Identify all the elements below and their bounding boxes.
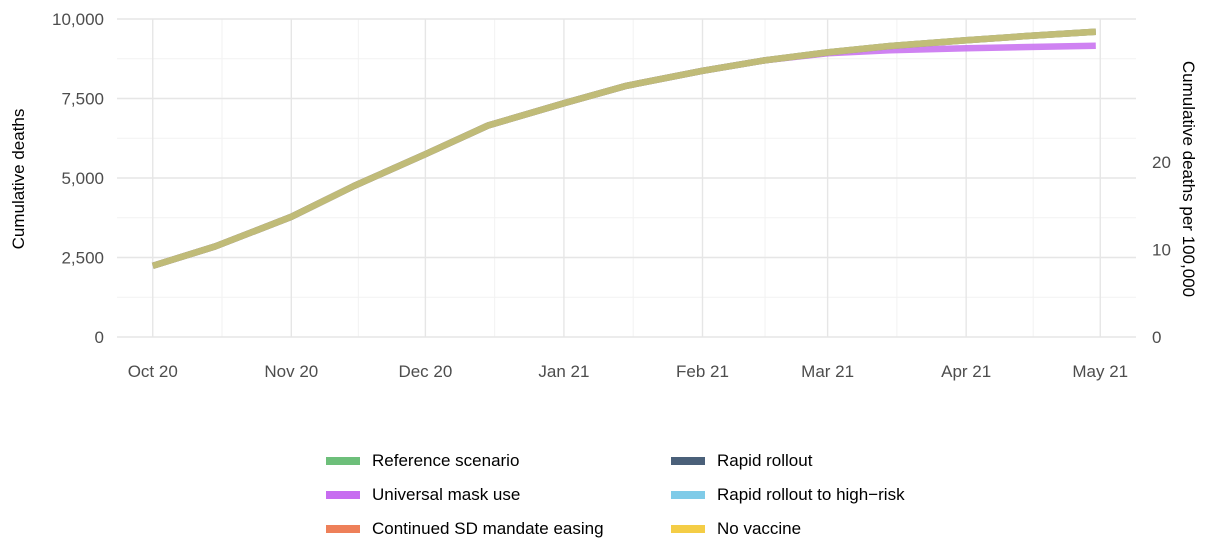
- legend: Reference scenario Universal mask use Cont…: [326, 447, 986, 547]
- legend-swatch: [671, 457, 705, 465]
- x-tick-label: Oct 20: [128, 362, 178, 381]
- x-tick-label: Dec 20: [398, 362, 452, 381]
- secondary-y-axis-title: Cumulative deaths per 100,000: [1179, 61, 1198, 297]
- grid-lines: [117, 18, 1136, 338]
- y2-tick-label: 20: [1152, 153, 1171, 172]
- series-line-5: [151, 28, 1097, 269]
- legend-swatch: [671, 491, 705, 499]
- legend-item: Rapid rollout: [671, 447, 812, 475]
- x-tick-label: Mar 21: [801, 362, 854, 381]
- legend-label: Reference scenario: [372, 451, 520, 470]
- x-tick-label: Feb 21: [676, 362, 729, 381]
- legend-item: No vaccine: [671, 515, 801, 543]
- y2-tick-label: 10: [1152, 240, 1171, 259]
- legend-swatch: [671, 525, 705, 533]
- legend-label: Rapid rollout to high−risk: [717, 485, 905, 504]
- legend-label: No vaccine: [717, 519, 802, 538]
- axis-labels: 0 2,500 5,000 7,500 10,000 0 10 20 Oct 20 Nov 20 D…: [52, 10, 1171, 381]
- x-tick-label: Nov 20: [264, 362, 318, 381]
- y2-tick-label: 0: [1152, 328, 1161, 347]
- y-tick-label: 7,500: [61, 90, 104, 109]
- y-tick-label: 5,000: [61, 169, 104, 188]
- legend-swatch: [326, 491, 360, 499]
- y-axis-title: Cumulative deaths: [9, 109, 28, 250]
- y-tick-label: 2,500: [61, 249, 104, 268]
- legend-label: Universal mask use: [372, 485, 521, 504]
- legend-swatch: [326, 525, 360, 533]
- legend-item: Rapid rollout to high−risk: [671, 481, 905, 509]
- x-tick-label: May 21: [1072, 362, 1128, 381]
- y-tick-label: 10,000: [52, 10, 104, 29]
- legend-label: Rapid rollout: [717, 451, 813, 470]
- legend-item: Universal mask use: [326, 481, 520, 509]
- y-tick-label: 0: [95, 328, 104, 347]
- legend-item: Continued SD mandate easing: [326, 515, 604, 543]
- series-line-4: [151, 28, 1097, 269]
- series-line-3: [151, 28, 1097, 269]
- series-lines: [151, 28, 1097, 269]
- series-line-1: [151, 42, 1096, 269]
- legend-swatch: [326, 457, 360, 465]
- series-line-2: [151, 28, 1097, 269]
- cumulative-deaths-chart: 0 2,500 5,000 7,500 10,000 0 10 20 Oct 20 Nov 20 D…: [9, 10, 1198, 381]
- series-line-0: [151, 28, 1097, 269]
- legend-label: Continued SD mandate easing: [372, 519, 604, 538]
- x-tick-label: Apr 21: [941, 362, 991, 381]
- x-tick-label: Jan 21: [538, 362, 589, 381]
- legend-item: Reference scenario: [326, 447, 519, 475]
